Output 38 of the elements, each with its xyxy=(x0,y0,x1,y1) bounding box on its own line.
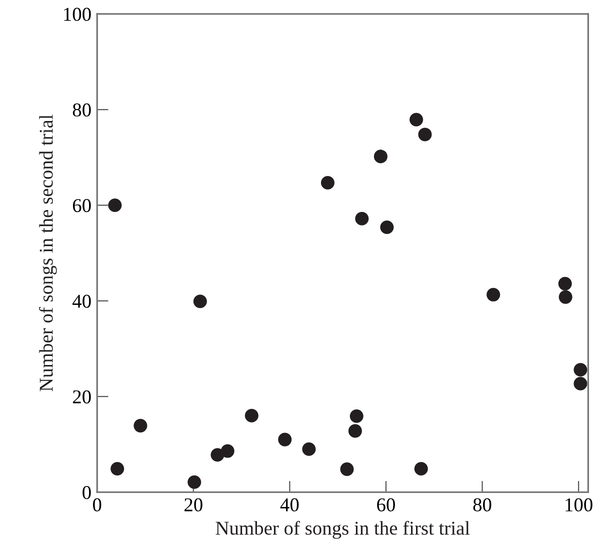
point xyxy=(574,376,588,390)
point xyxy=(193,294,207,308)
point xyxy=(558,276,572,290)
x-tick-label: 40 xyxy=(280,498,299,512)
point xyxy=(350,409,364,423)
point xyxy=(558,290,572,304)
point xyxy=(108,198,122,212)
point xyxy=(220,444,234,458)
point xyxy=(348,424,362,438)
point xyxy=(110,462,124,476)
y-tick-label: 100 xyxy=(64,8,91,21)
x-tick-label: 80 xyxy=(473,498,492,512)
y-tick-label: 20 xyxy=(72,390,91,404)
x-tick-label: 20 xyxy=(184,498,202,512)
point xyxy=(374,150,388,164)
point xyxy=(244,408,258,422)
x-tick-label: 0 xyxy=(93,498,102,512)
point xyxy=(340,462,354,476)
point xyxy=(574,362,588,377)
y-tick-label: 40 xyxy=(72,294,91,308)
point xyxy=(410,112,424,126)
x-axis-title: Number of songs in the first trial xyxy=(216,520,470,539)
point xyxy=(278,432,292,446)
x-tick-label: 60 xyxy=(377,498,395,512)
point xyxy=(414,462,428,476)
point xyxy=(418,128,432,142)
point xyxy=(134,418,148,432)
point xyxy=(355,212,369,226)
y-tick-label: 60 xyxy=(72,199,91,212)
point xyxy=(380,220,394,234)
point xyxy=(302,442,316,456)
point xyxy=(188,475,202,489)
y-tick-label: 80 xyxy=(72,103,91,117)
point xyxy=(320,176,334,190)
point xyxy=(486,288,500,302)
y-axis-title: Number of songs in the second trial xyxy=(38,114,57,392)
y-tick-label: 0 xyxy=(82,486,91,500)
x-tick-label: 100 xyxy=(566,498,592,512)
